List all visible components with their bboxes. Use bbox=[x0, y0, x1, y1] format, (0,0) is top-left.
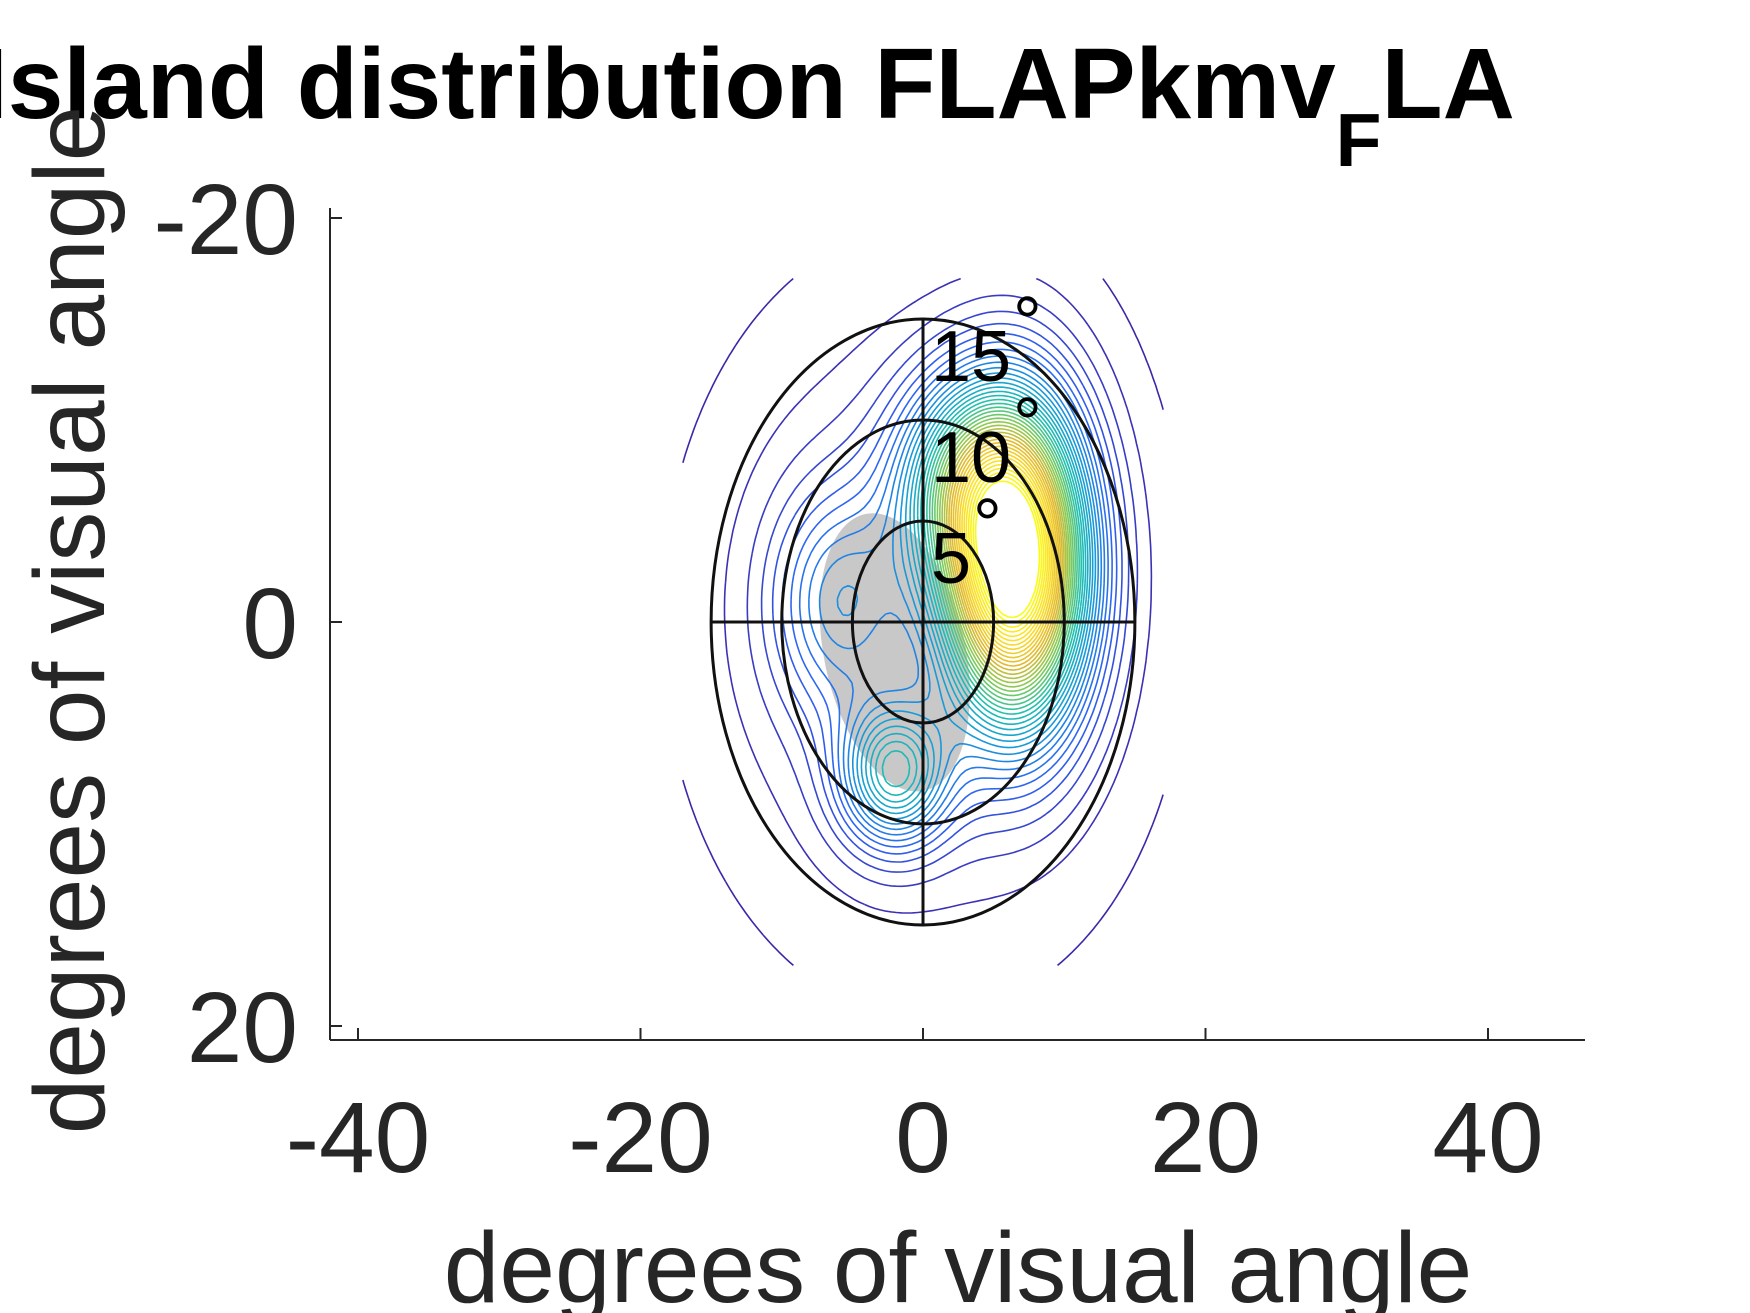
plot-area: 5 °10 °15 ° bbox=[682, 277, 1164, 967]
x-tick-label: 20 bbox=[1150, 1082, 1261, 1194]
contour-level-2 bbox=[723, 277, 1153, 914]
contour-level-17 bbox=[881, 394, 1085, 788]
chart-title-subscript: F bbox=[1336, 98, 1382, 182]
chart-title-main: Island distribution FLAPkmv bbox=[0, 28, 1336, 140]
contour-level-38 bbox=[970, 471, 1045, 628]
contour-level-36 bbox=[965, 463, 1049, 638]
contour-level-29 bbox=[950, 438, 1062, 667]
contour-level-32 bbox=[956, 449, 1056, 655]
contour-level-3 bbox=[746, 294, 1139, 888]
ring-label-10: 10 bbox=[931, 418, 1011, 498]
contour-level-5 bbox=[771, 322, 1123, 863]
contour-level-39 bbox=[972, 475, 1043, 624]
axes: -40 -20 0 20 40 -20 0 20 bbox=[153, 164, 1585, 1194]
contour-level-30 bbox=[952, 442, 1060, 663]
contour-level-16 bbox=[874, 390, 1087, 797]
contour-level-11 bbox=[836, 366, 1099, 825]
contour-level-40 bbox=[974, 480, 1041, 619]
contour-level-18 bbox=[923, 398, 1082, 715]
y-tick-label: 0 bbox=[242, 568, 298, 680]
contour-level-14 bbox=[865, 381, 1092, 809]
degree-symbol-10: ° bbox=[1013, 384, 1042, 464]
contour-level-26 bbox=[943, 428, 1067, 680]
contour-level-28 bbox=[948, 435, 1063, 671]
x-tick-label: -40 bbox=[286, 1082, 431, 1194]
x-axis-label: degrees of visual angle bbox=[444, 1212, 1472, 1313]
y-tick-label: -20 bbox=[153, 164, 298, 276]
degree-symbol-15: ° bbox=[1013, 283, 1042, 363]
contour-level-1 bbox=[682, 277, 1164, 967]
ring-label-5: 5 bbox=[931, 519, 971, 599]
degree-symbol-5: ° bbox=[973, 485, 1002, 565]
ring-label-15: 15 bbox=[931, 317, 1011, 397]
chart-title-suffix: LA bbox=[1382, 28, 1515, 140]
x-tick-label: 0 bbox=[895, 1082, 951, 1194]
x-tick-label: -20 bbox=[568, 1082, 713, 1194]
y-axis-label: degrees of visual angle bbox=[14, 106, 126, 1134]
contour-level-9 bbox=[808, 355, 1106, 836]
contour-level-7 bbox=[790, 341, 1113, 848]
contour-level-12 bbox=[856, 372, 1097, 820]
degree-rings: 5 °10 °15 ° bbox=[709, 283, 1137, 927]
y-tick-label: 20 bbox=[187, 972, 298, 1084]
chart-title: Island distribution FLAPkmvFLA bbox=[0, 28, 1515, 182]
contour-level-23 bbox=[936, 417, 1073, 692]
contour-level-13 bbox=[860, 377, 1094, 815]
contour-level-21 bbox=[931, 410, 1076, 701]
x-tick-label: 40 bbox=[1432, 1082, 1543, 1194]
contour-level-10 bbox=[818, 361, 1103, 831]
contour-level-15 bbox=[869, 386, 1089, 803]
